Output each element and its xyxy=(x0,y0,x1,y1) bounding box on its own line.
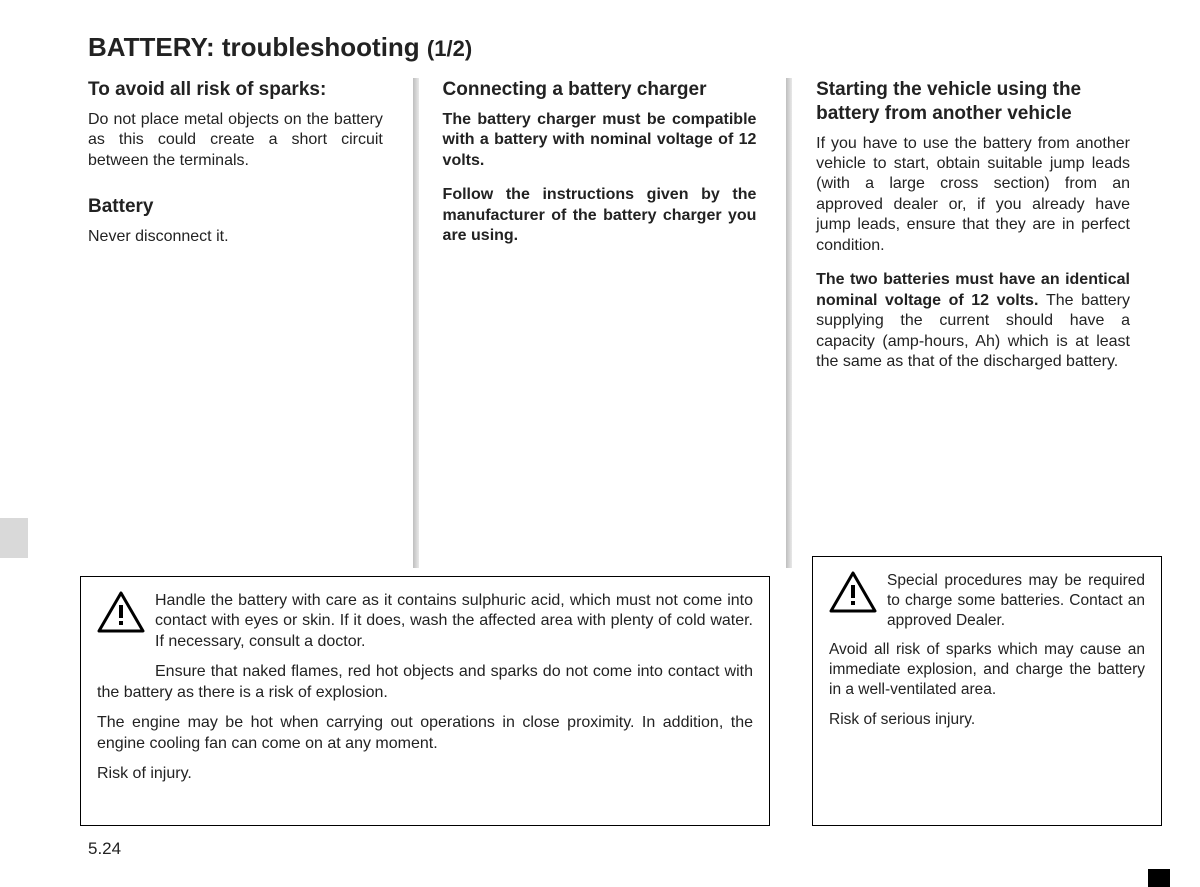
column-2: Connecting a battery charger The battery… xyxy=(443,78,787,568)
corner-mark xyxy=(1148,869,1170,887)
columns: To avoid all risk of sparks: Do not plac… xyxy=(88,78,1160,568)
column-divider-2 xyxy=(786,78,792,568)
column-3: Starting the vehicle using the battery f… xyxy=(816,78,1160,568)
warning-icon xyxy=(829,571,877,613)
col3-heading-jumpstart: Starting the vehicle using the battery f… xyxy=(816,78,1130,126)
column-divider-1 xyxy=(413,78,419,568)
col2-p-follow: Follow the instructions given by the man… xyxy=(443,185,757,246)
col1-p-battery: Never disconnect it. xyxy=(88,227,383,247)
warn-left-p1: Handle the battery with care as it conta… xyxy=(97,591,753,652)
warning-box-left: Handle the battery with care as it conta… xyxy=(80,576,770,826)
col1-heading-sparks: To avoid all risk of sparks: xyxy=(88,78,383,102)
page-number: 5.24 xyxy=(88,839,121,859)
column-1: To avoid all risk of sparks: Do not plac… xyxy=(88,78,413,568)
page-title: BATTERY: troubleshooting (1/2) xyxy=(0,32,1200,63)
col3-p-jumpleads: If you have to use the battery from an­o… xyxy=(816,134,1130,257)
col2-heading-charger: Connecting a battery charger xyxy=(443,78,757,102)
warning-box-right: Special procedures may be required to ch… xyxy=(812,556,1162,826)
side-tab xyxy=(0,518,28,558)
warning-icon xyxy=(97,591,145,633)
title-sub: (1/2) xyxy=(427,36,472,61)
warn-right-p3: Risk of serious injury. xyxy=(829,710,1145,730)
col2-p-compat: The battery charger must be com­patible … xyxy=(443,110,757,171)
col1-heading-battery: Battery xyxy=(88,195,383,219)
warn-right-p2: Avoid all risk of sparks which may cause… xyxy=(829,640,1145,699)
warn-left-p2: Ensure that naked flames, red hot object… xyxy=(97,662,753,703)
warn-left-p4: Risk of injury. xyxy=(97,764,753,784)
col3-p-voltage: The two batteries must have an iden­tica… xyxy=(816,270,1130,372)
warn-left-p3: The engine may be hot when carrying out … xyxy=(97,713,753,754)
title-main: BATTERY: troubleshooting xyxy=(88,32,427,62)
col1-p-sparks: Do not place metal objects on the bat­te… xyxy=(88,110,383,171)
page: BATTERY: troubleshooting (1/2) To avoid … xyxy=(0,0,1200,887)
